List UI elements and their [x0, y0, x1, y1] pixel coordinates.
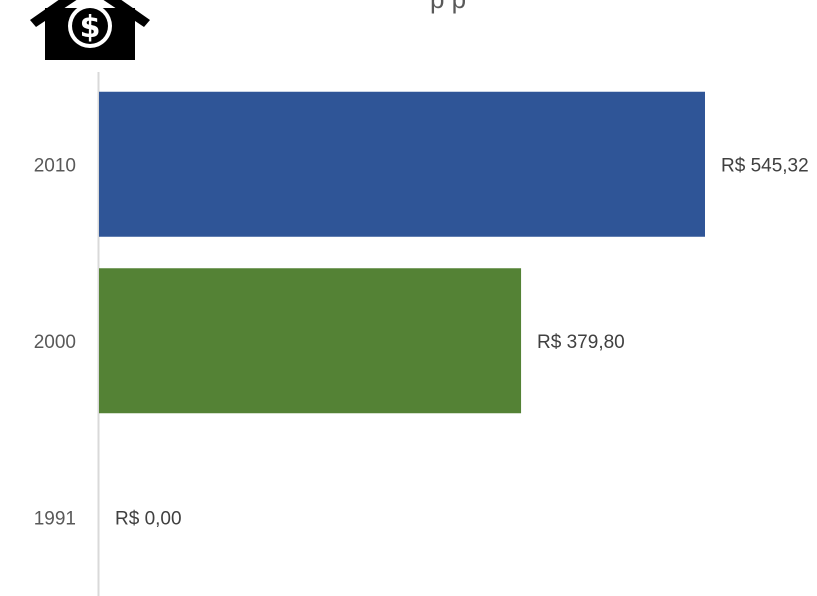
y-tick-label-2010: 2010: [34, 155, 76, 176]
chart-title-fragment: p p: [430, 0, 466, 14]
data-label-2000: R$ 379,80: [537, 332, 625, 353]
data-label-2010: R$ 545,32: [721, 155, 809, 176]
bar-2000: [99, 268, 522, 414]
bar-2010: [99, 91, 705, 237]
y-tick-label-2000: 2000: [34, 332, 76, 353]
bars-group: 2010 R$ 545,32 2000 R$ 379,80 1991 R$ 0,00: [34, 91, 809, 529]
y-tick-label-1991: 1991: [34, 508, 76, 529]
house-dollar-icon: $: [30, 0, 150, 60]
svg-text:$: $: [80, 10, 101, 45]
data-label-1991: R$ 0,00: [115, 508, 182, 529]
